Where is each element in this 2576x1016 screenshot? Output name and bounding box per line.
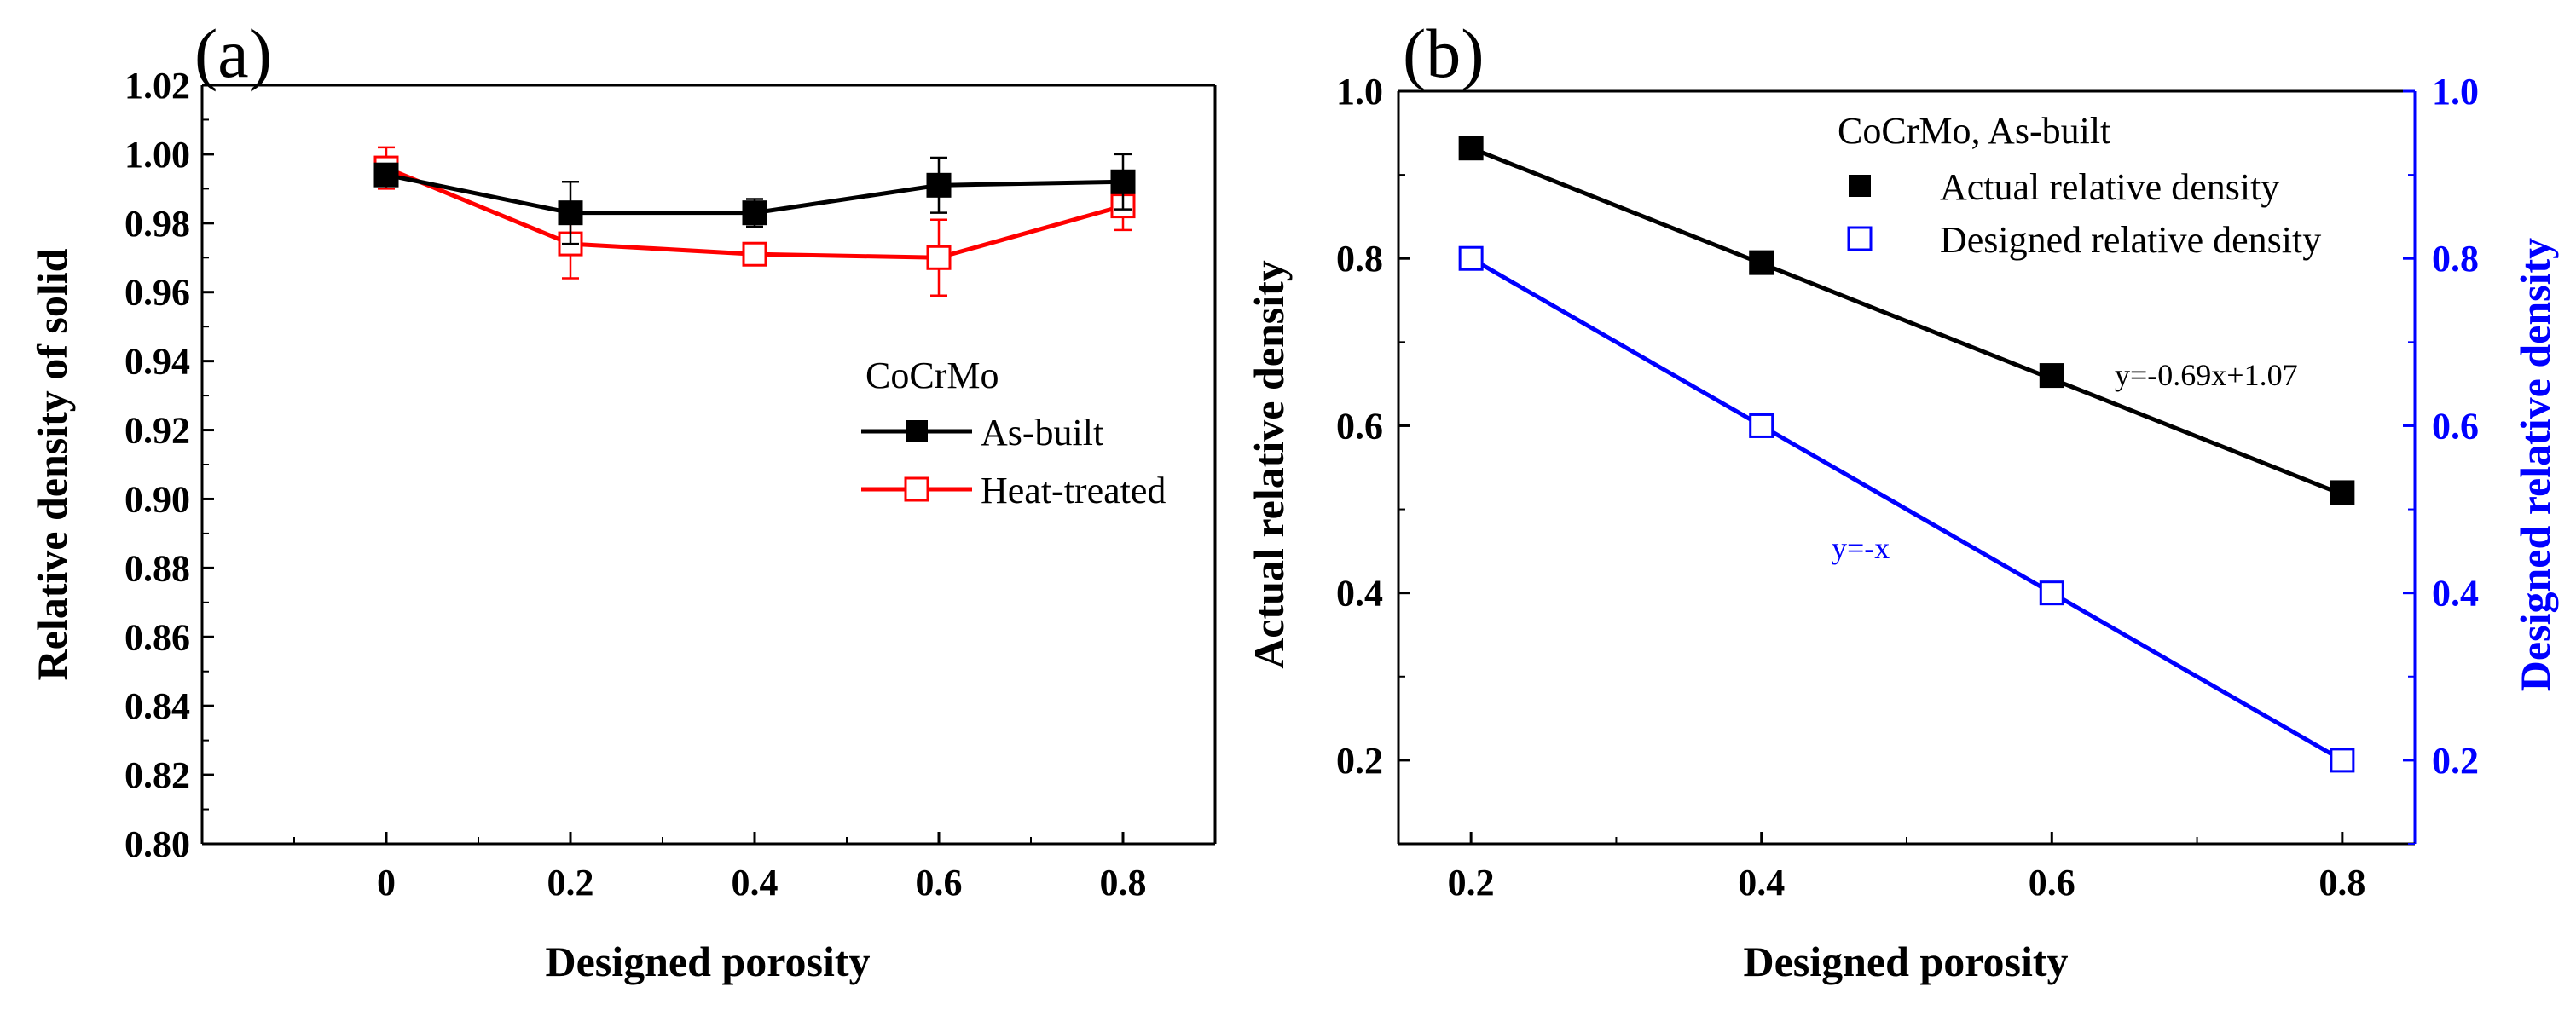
panel-b-point-actual-relative-density bbox=[1458, 136, 1484, 161]
panel-b-x-tick-label: 0.6 bbox=[2029, 862, 2075, 903]
panel-a-point-as-built bbox=[926, 172, 952, 198]
panel-b-y-tick-label: 0.2 bbox=[1336, 740, 1383, 782]
panel-a-point-as-built bbox=[742, 200, 767, 226]
panel-a-legend-label-as-built: As-built bbox=[981, 412, 1103, 453]
panel-b-y2-tick-label: 0.2 bbox=[2432, 740, 2479, 782]
panel-a-y-tick-label: 0.92 bbox=[124, 410, 190, 452]
panel-b-x-tick-label: 0.4 bbox=[1738, 862, 1785, 903]
panel-b: (b) 0.20.40.60.81.0 0.20.40.60.81.0 0.2 0… bbox=[1245, 14, 2559, 985]
panel-a-legend: CoCrMo As-built Heat-treated bbox=[861, 355, 1166, 511]
panel-b-legend-marker-actual bbox=[1849, 175, 1871, 197]
panel-b-series bbox=[1458, 136, 2355, 773]
panel-b-y2-tick-label: 0.4 bbox=[2432, 573, 2479, 615]
panel-b-y-ticks: 0.2 0.4 0.6 0.8 1.0 bbox=[1336, 71, 1410, 845]
panel-b-x-tick-label: 0.2 bbox=[1448, 862, 1495, 903]
panel-a-x-ticks: 0 0.2 0.4 0.6 0.8 bbox=[293, 832, 1216, 903]
panel-b-x-ticks: 0.2 0.4 0.6 0.8 bbox=[1448, 832, 2365, 903]
panel-a-x-tick-label: 0.2 bbox=[547, 862, 594, 903]
panel-a-point-as-built bbox=[558, 200, 583, 226]
panel-a-y-tick-label: 1.00 bbox=[124, 134, 190, 176]
panel-a-legend-marker-as-built bbox=[906, 420, 928, 442]
panel-a-axes bbox=[200, 84, 1217, 846]
panel-b-point-actual-relative-density bbox=[2330, 480, 2355, 505]
panel-a-point-heat-treated bbox=[742, 241, 767, 267]
panel-b-point-designed-relative-density bbox=[2330, 748, 2355, 773]
panel-b-legend-label-designed: Designed relative density bbox=[1940, 219, 2321, 261]
panel-a-x-tick-label: 0.8 bbox=[1100, 862, 1147, 903]
panel-a-y-tick-label: 0.88 bbox=[124, 547, 190, 589]
panel-b-y2-tick-label: 1.0 bbox=[2432, 71, 2479, 113]
panel-b-point-designed-relative-density bbox=[1458, 245, 1484, 271]
panel-b-point-actual-relative-density bbox=[2039, 363, 2064, 389]
panel-a-y-ticks: 0.80 0.82 0.84 0.86 0.88 0.90 0.92 0.94 0.96 0.98… bbox=[124, 65, 214, 865]
panel-b-y2-tick-label: 0.8 bbox=[2432, 238, 2479, 280]
panel-b-x-tick-label: 0.8 bbox=[2318, 862, 2365, 903]
panel-a-series bbox=[373, 146, 1136, 297]
panel-a-x-axis-title: Designed porosity bbox=[545, 938, 870, 985]
panel-a-legend-title: CoCrMo bbox=[865, 355, 999, 396]
panel-a-y-tick-label: 1.02 bbox=[124, 65, 190, 107]
panel-a-point-as-built bbox=[1110, 169, 1136, 194]
panel-a-tag: (a) bbox=[194, 14, 272, 92]
panel-b-point-actual-relative-density bbox=[1749, 250, 1774, 275]
panel-b-y-tick-label: 0.4 bbox=[1336, 573, 1383, 615]
panel-a-y-tick-label: 0.82 bbox=[124, 754, 190, 796]
panel-a-y-tick-label: 0.96 bbox=[124, 272, 190, 314]
panel-b-fit-label-designed: y=-x bbox=[1832, 531, 1890, 565]
panel-a-y-tick-label: 0.98 bbox=[124, 203, 190, 245]
panel-b-y-axis-title: Actual relative density bbox=[1245, 260, 1293, 669]
panel-a-point-as-built bbox=[373, 162, 399, 188]
panel-b-legend-marker-designed bbox=[1847, 226, 1873, 251]
panel-a-y-axis-title: Relative density of solid bbox=[28, 248, 76, 680]
panel-b-fit-line-designed-relative-density bbox=[1469, 257, 2344, 763]
panel-a-point-heat-treated bbox=[926, 245, 952, 270]
panel-b-legend-title: CoCrMo, As-built bbox=[1838, 110, 2110, 152]
panel-b-y-tick-label: 1.0 bbox=[1336, 71, 1383, 113]
panel-b-point-designed-relative-density bbox=[2039, 580, 2064, 606]
panel-b-x-axis-title: Designed porosity bbox=[1743, 938, 2068, 985]
panel-b-y2-ticks: 0.2 0.4 0.6 0.8 1.0 bbox=[2403, 71, 2479, 845]
panel-a-x-tick-label: 0.6 bbox=[916, 862, 963, 903]
panel-a-x-tick-label: 0 bbox=[377, 862, 396, 903]
panel-b-fit-lines bbox=[1469, 146, 2344, 763]
panel-a-x-tick-label: 0.4 bbox=[732, 862, 779, 903]
panel-b-legend-label-actual: Actual relative density bbox=[1940, 166, 2279, 208]
panel-b-legend: CoCrMo, As-built Actual relative density… bbox=[1838, 110, 2321, 261]
panel-b-y-tick-label: 0.6 bbox=[1336, 405, 1383, 447]
panel-a-y-tick-label: 0.86 bbox=[124, 616, 190, 658]
panel-b-point-designed-relative-density bbox=[1749, 413, 1774, 438]
panel-a-y-tick-label: 0.90 bbox=[124, 478, 190, 520]
panel-a-legend-label-heat-treated: Heat-treated bbox=[981, 470, 1166, 511]
panel-b-tag: (b) bbox=[1403, 14, 1485, 92]
panel-b-y-tick-label: 0.8 bbox=[1336, 238, 1383, 280]
panel-b-y2-axis-title: Designed relative density bbox=[2511, 238, 2559, 691]
panel-b-fit-line-actual-relative-density bbox=[1470, 146, 2343, 497]
panel-a-y-tick-label: 0.84 bbox=[124, 685, 190, 727]
panel-a-legend-marker-heat-treated bbox=[904, 476, 929, 502]
panel-b-fit-label-actual: y=-0.69x+1.07 bbox=[2115, 358, 2298, 392]
panel-a-y-tick-label: 0.94 bbox=[124, 341, 190, 383]
panel-a: (a) 0.800.820.840.860.880.900.920.940.96… bbox=[28, 14, 1217, 985]
panel-b-y2-tick-label: 0.6 bbox=[2432, 405, 2479, 447]
panel-a-y-tick-label: 0.80 bbox=[124, 823, 190, 865]
